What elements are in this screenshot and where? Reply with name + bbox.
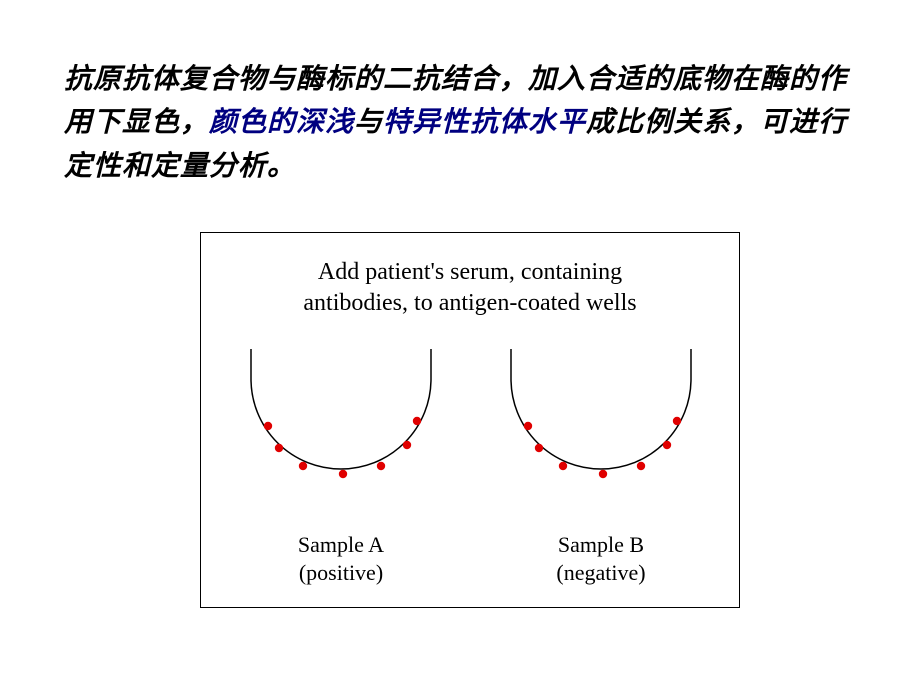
antigen-dot-b-4 bbox=[637, 462, 645, 470]
sample-b-name: Sample B bbox=[558, 532, 644, 557]
sample-a-status: (positive) bbox=[299, 560, 383, 585]
elisa-diagram: Add patient's serum, containing antibodi… bbox=[200, 232, 740, 608]
antigen-dot-b-3 bbox=[599, 470, 607, 478]
antigen-dot-a-0 bbox=[264, 422, 272, 430]
antigen-dot-b-2 bbox=[559, 462, 567, 470]
antigen-dot-b-6 bbox=[673, 417, 681, 425]
antigen-dot-a-2 bbox=[299, 462, 307, 470]
antigen-dot-a-4 bbox=[377, 462, 385, 470]
antigen-dot-a-6 bbox=[413, 417, 421, 425]
diagram-caption: Add patient's serum, containing antibodi… bbox=[201, 257, 739, 319]
caption-line-2: antibodies, to antigen-coated wells bbox=[303, 290, 636, 316]
antigen-dot-a-5 bbox=[403, 441, 411, 449]
sample-a-label: Sample A (positive) bbox=[271, 531, 411, 586]
antigen-dot-b-5 bbox=[663, 441, 671, 449]
antigen-dot-b-1 bbox=[535, 444, 543, 452]
p-part-2: 与 bbox=[354, 107, 383, 138]
p-part-3: 特异性抗体水平 bbox=[383, 107, 586, 138]
sample-b-label: Sample B (negative) bbox=[531, 531, 671, 586]
sample-a-name: Sample A bbox=[298, 532, 384, 557]
description-paragraph: 抗原抗体复合物与酶标的二抗结合，加入合适的底物在酶的作用下显色，颜色的深浅与特异… bbox=[64, 58, 856, 188]
antigen-dot-a-3 bbox=[339, 470, 347, 478]
p-part-1: 颜色的深浅 bbox=[209, 107, 354, 138]
sample-b-status: (negative) bbox=[556, 560, 645, 585]
antigen-dot-b-0 bbox=[524, 422, 532, 430]
antigen-dot-a-1 bbox=[275, 444, 283, 452]
caption-line-1: Add patient's serum, containing bbox=[318, 259, 622, 285]
